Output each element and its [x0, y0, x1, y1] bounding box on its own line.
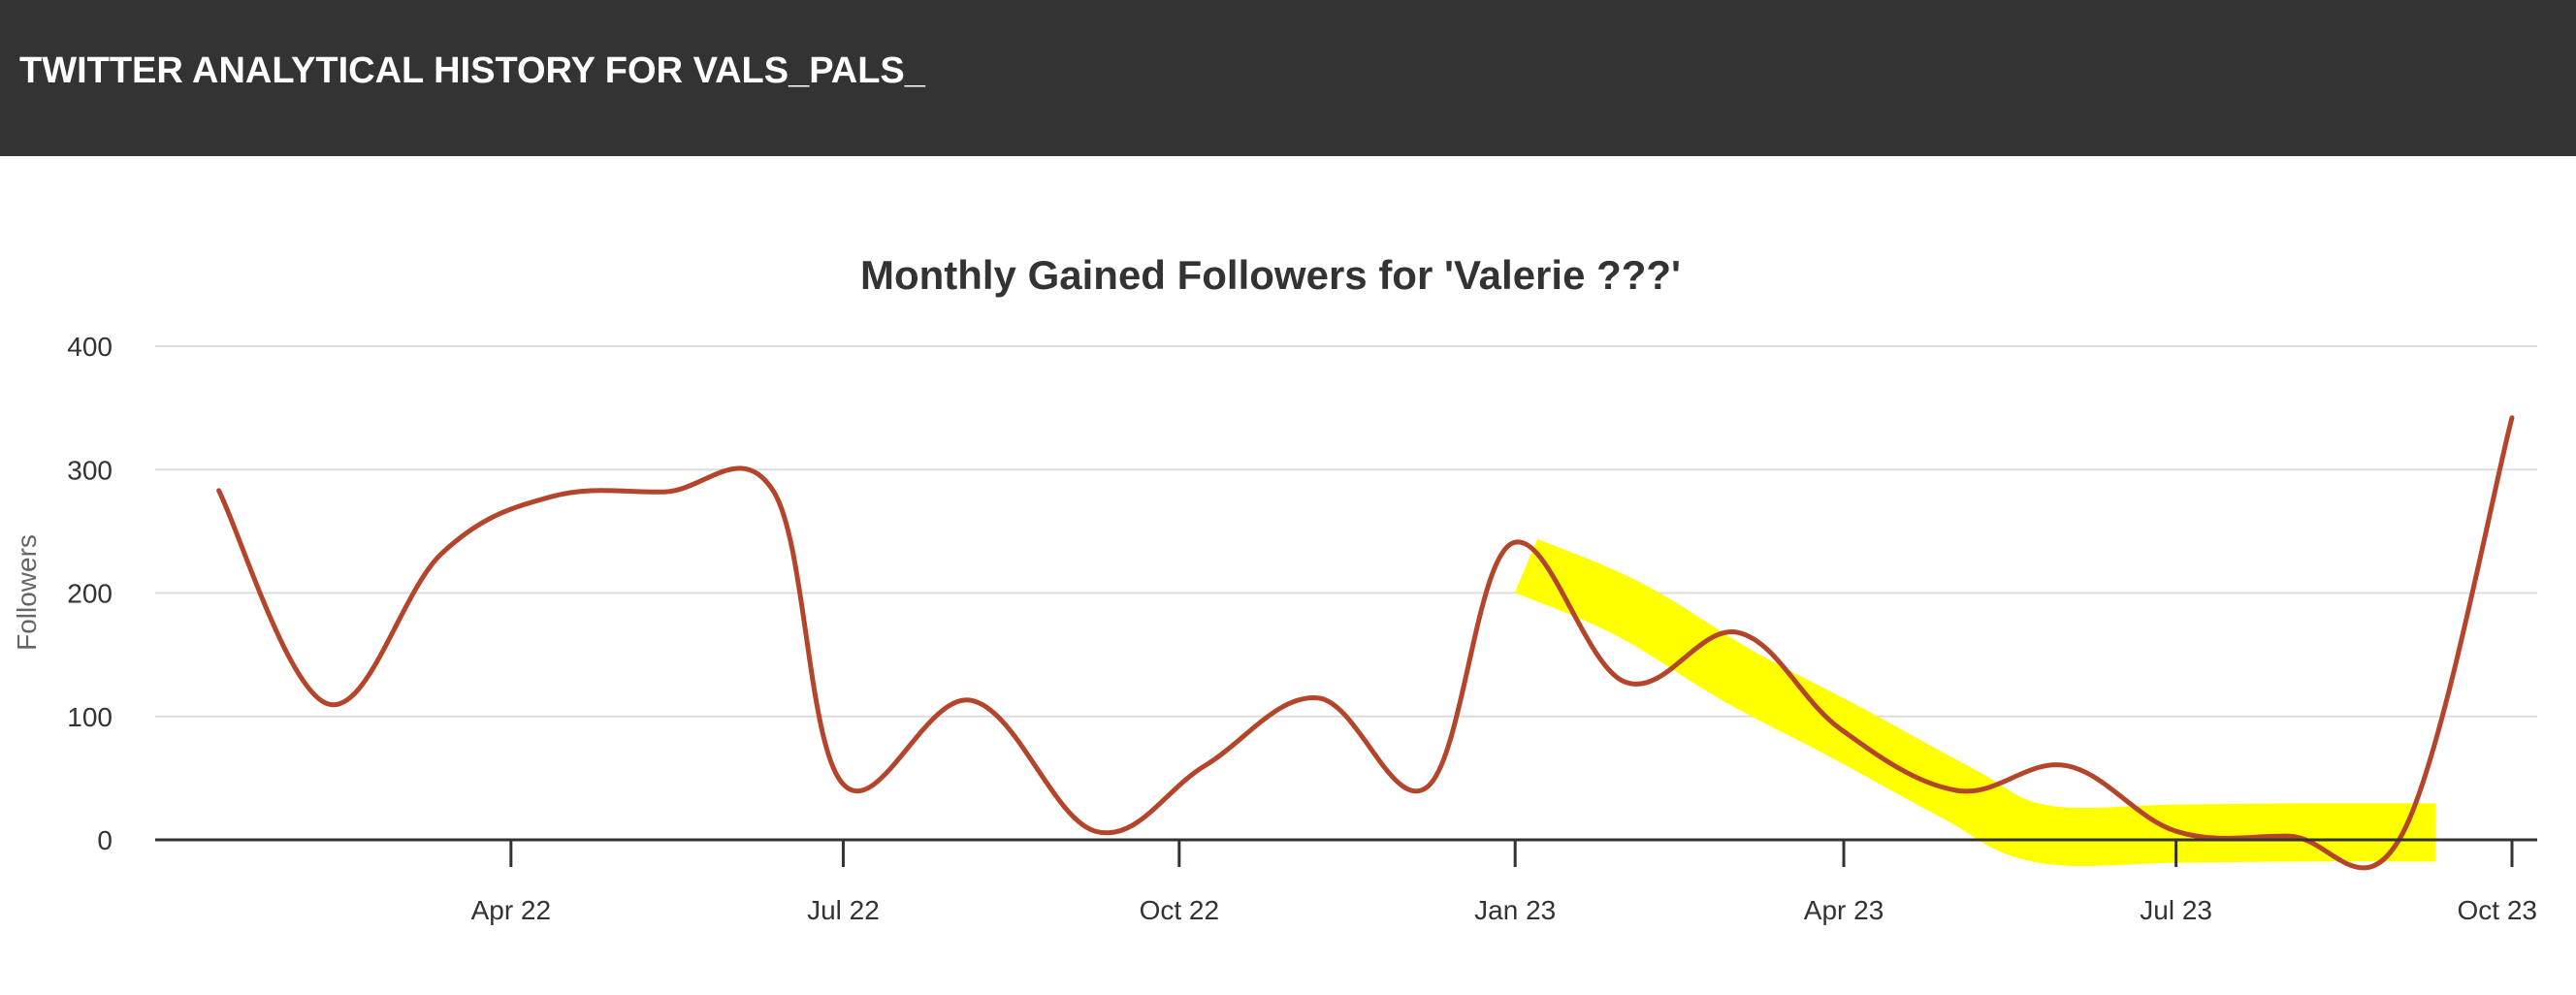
- x-tick-label: Jul 22: [807, 895, 880, 925]
- y-tick-label: 100: [67, 702, 113, 732]
- x-tick-label: Oct 23: [2458, 895, 2537, 925]
- x-tick-label: Apr 22: [471, 895, 552, 925]
- y-tick-label: 400: [67, 332, 113, 362]
- followers-line-chart: Monthly Gained Followers for 'Valerie ??…: [12, 252, 2537, 925]
- highlight-stroke: [1514, 538, 2435, 867]
- x-tick-label: Oct 22: [1140, 895, 1219, 925]
- series-line: [216, 415, 2515, 871]
- y-tick-label: 300: [67, 455, 113, 485]
- series-lines: [216, 415, 2515, 871]
- chart-title: Monthly Gained Followers for 'Valerie ??…: [860, 252, 1681, 298]
- grid-lines: [155, 345, 2537, 718]
- page-title: TWITTER ANALYTICAL HISTORY FOR VALS_PALS…: [19, 50, 925, 91]
- x-tick-label: Apr 23: [1804, 895, 1884, 925]
- y-tick-label: 200: [67, 579, 113, 609]
- x-tick-label: Jul 23: [2140, 895, 2212, 925]
- header-bar: TWITTER ANALYTICAL HISTORY FOR VALS_PALS…: [0, 0, 2576, 156]
- x-axis: Apr 22 Jul 22 Oct 22 Jan 23 Apr 23 Jul 23 Oct …: [155, 838, 2537, 925]
- y-axis-ticks: 0 100 200 300 400: [67, 332, 113, 855]
- y-tick-label: 0: [97, 825, 113, 855]
- y-axis-label: Followers: [12, 534, 42, 651]
- highlight-marker: [1514, 538, 2435, 867]
- x-tick-label: Jan 23: [1474, 895, 1556, 925]
